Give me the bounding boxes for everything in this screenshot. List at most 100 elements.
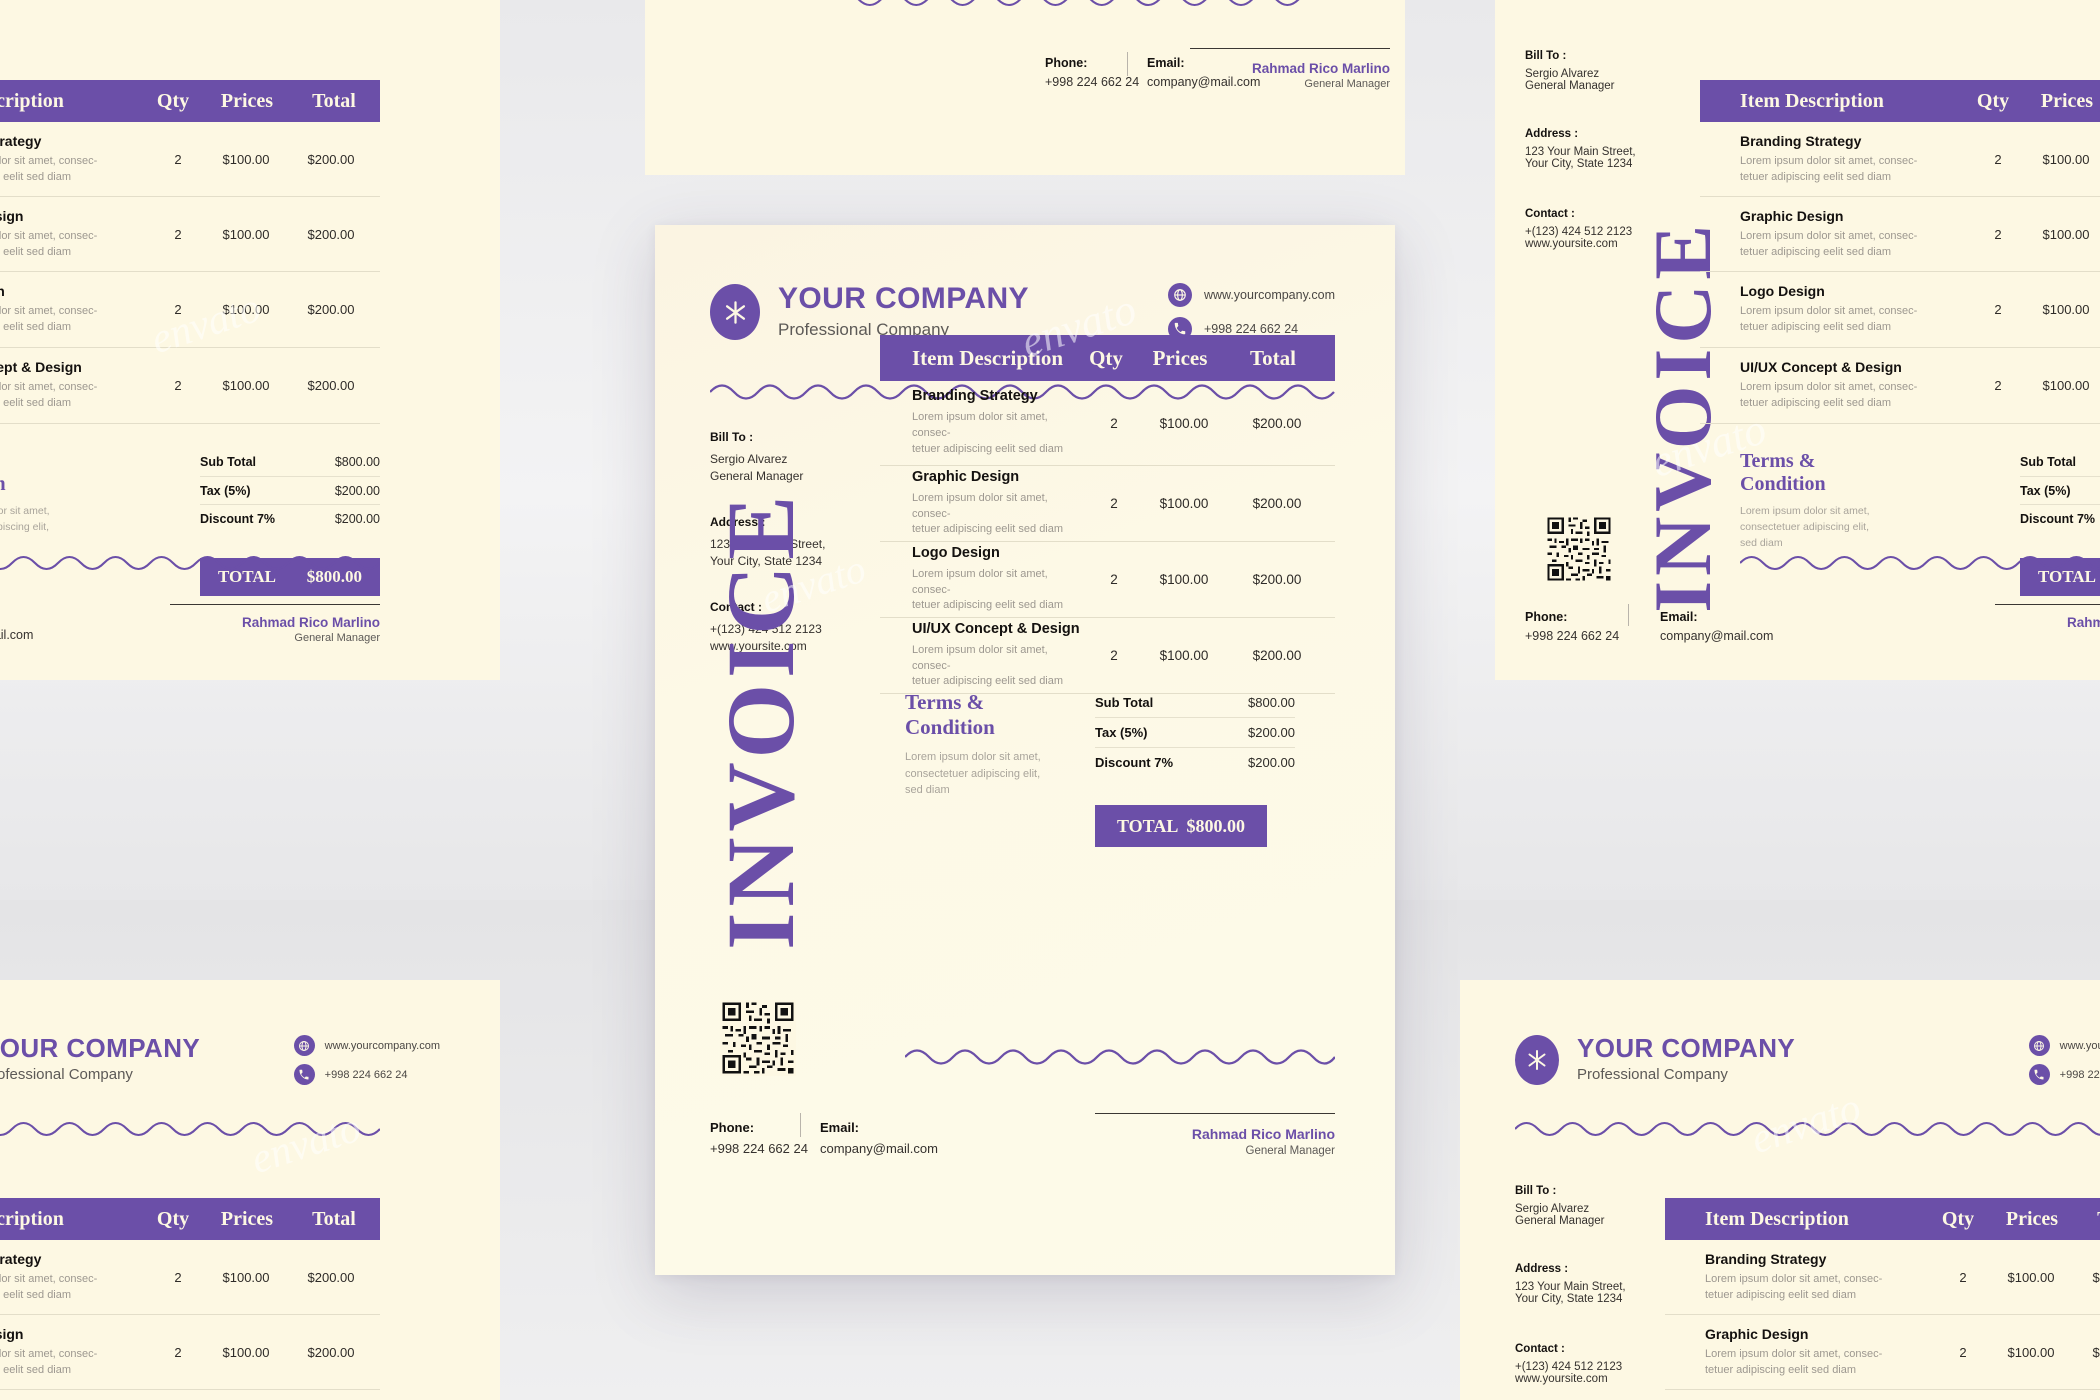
item-qty: 2 [174,1344,182,1360]
item-price: $100.00 [222,151,270,167]
item-total: $200.00 [307,226,355,242]
item-total: $200.00 [1252,572,1302,587]
address-line1: 123 Your Main Street, [1525,146,1636,158]
phone-value: +998 224 662 24 [1045,75,1140,89]
company-name: YOUR COMPANY [778,282,1029,316]
invoice-card-bottom-left: YOUR COMPANY Professional Company www.yo… [0,980,500,1400]
email-label: Email: [1660,610,1698,624]
col-prices: Prices [2040,89,2094,112]
bill-to-role: General Manager [1515,1215,1605,1227]
table-row: Graphic Design Lorem ipsum dolor sit ame… [0,1315,380,1390]
item-title: Branding Strategy [912,388,1038,405]
summary-label: Discount 7% [200,511,276,526]
bill-to-label: Bill To : [1515,1185,1557,1197]
col-prices: Prices [2005,1207,2059,1230]
address-block: Address : 123 Your Main Street, Your Cit… [1515,1263,1675,1305]
summary-label: Tax (5%) [2020,483,2071,498]
address-block: Address : 123 Your Main Street, Your Cit… [710,515,875,571]
footer-email-block: Email: company@mail.com [0,610,33,642]
address-line2: Your City, State 1234 [1525,158,1633,170]
phone-label: Phone: [1045,56,1088,70]
signature-line [1190,48,1390,49]
col-qty: Qty [156,89,190,112]
contact-phone[interactable]: +998 224 662 24 [293,1064,440,1085]
summary-row: Tax (5%) $200.00 [1095,717,1295,747]
company-tagline: Professional Company [778,319,950,339]
signature-role: General Manager [294,632,380,644]
contact-website[interactable]: www.yourcompany.com [293,1035,440,1056]
col-prices: Prices [220,1207,274,1230]
col-total: Total [312,89,356,112]
terms-heading: Terms & Condition [905,690,995,739]
item-total: $200.00 [307,1344,355,1360]
item-title: Branding Strategy [0,1250,42,1267]
col-item-description: Item Description [912,345,1064,370]
summary-label: Discount 7% [1095,755,1174,770]
item-desc-line1: Lorem ipsum dolor sit amet, consec- [0,1347,98,1360]
signature-block: Rahmad Rico Marlino General Manager [1995,604,2100,644]
table-row: Graphic Design Lorem ipsum dolor sit ame… [0,197,380,272]
item-total: $200.00 [307,378,355,393]
contact-block: Contact : +(123) 424 512 2123 www.yoursi… [1525,208,1685,250]
summary-value: $800.00 [1248,694,1295,710]
item-qty: 2 [1994,378,2002,393]
table-row: Branding Strategy Lorem ipsum dolor sit … [0,1240,380,1315]
item-total: $200.00 [1252,648,1302,663]
phone-icon [293,1064,315,1085]
table-row: Logo Design Lorem ipsum dolor sit amet, … [0,272,380,348]
item-desc-line1: Lorem ipsum dolor sit amet, consec- [0,1272,98,1285]
table-row: Graphic Design Lorem ipsum dolor sit ame… [880,466,1335,542]
total-value: $800.00 [306,567,362,586]
item-qty: 2 [174,151,182,167]
email-value: company@mail.com [1147,75,1261,89]
asterisk-star-icon [725,300,745,324]
item-qty: 2 [174,226,182,242]
item-qty: 2 [1959,1344,1967,1360]
item-desc-line2: tetuer adipiscing eelit sed diam [0,245,72,258]
globe-icon [293,1035,315,1056]
item-desc-line1: Lorem ipsum dolor sit amet, consec- [1705,1347,1883,1360]
item-title: Logo Design [1740,283,1825,300]
header-contacts: www.yourcompany.com +998 224 662 24 [1167,283,1335,341]
item-desc-line2: tetuer adipiscing eelit sed diam [1740,397,1892,409]
terms-line3: sed diam [0,536,80,552]
item-title: Graphic Design [912,468,1020,485]
terms-heading: Terms & Condition [0,473,6,495]
card-header: YOUR COMPANY Professional Company www.yo… [710,283,1335,341]
item-price: $100.00 [222,1269,270,1285]
bill-to-block: Bill To : Sergio Alvarez General Manager [710,430,860,486]
item-qty: 2 [174,378,182,393]
item-desc-line1: Lorem ipsum dolor sit amet, consec- [912,411,1048,440]
item-price: $100.00 [1159,648,1209,663]
footer-email-block: Email: company@mail.com [1147,56,1260,89]
terms-line1: Lorem ipsum dolor sit amet, [905,751,1041,763]
item-total: $200.00 [307,1269,355,1285]
item-desc-line1: Lorem ipsum dolor sit amet, consec- [0,381,98,394]
item-qty: 2 [174,1269,182,1285]
contact-website[interactable]: www.yourcompany.com [2028,1035,2100,1056]
address-label: Address : [710,515,766,529]
summary-value: $200.00 [1248,725,1295,740]
bill-to-name: Sergio Alvarez [1515,1203,1590,1215]
items-table-header: Item Description Qty Prices Total [1665,1198,2100,1240]
footer-divider [1127,52,1128,76]
col-qty: Qty [1941,1207,1975,1230]
summary-row: Sub Total $800.00 [200,448,380,476]
email-value: company@mail.com [820,1141,938,1156]
signature-name: Rahmad Rico Marlino [241,615,380,630]
terms-line2: consectetuer adipiscing elit, [1740,520,1869,533]
bill-to-label: Bill To : [710,430,754,444]
address-label: Address : [1515,1263,1569,1275]
contact-phone: +(123) 424 512 2123 [1515,1361,1623,1373]
bill-to-role: General Manager [710,469,804,484]
item-price: $100.00 [2007,1344,2055,1360]
footer-phone-block: Phone: +998 224 662 24 [1045,56,1139,89]
contact-website[interactable]: www.yourcompany.com [1167,283,1335,307]
footer-phone-block: Phone: +998 224 662 24 [710,1120,808,1156]
terms-line3: sed diam [1740,536,1783,549]
contact-phone[interactable]: +998 224 662 24 [2028,1064,2100,1085]
table-row: Branding Strategy Lorem ipsum dolor sit … [1700,122,2100,197]
wave-divider [1740,555,2100,571]
summary-row: Discount 7% $200.00 [2020,504,2100,532]
